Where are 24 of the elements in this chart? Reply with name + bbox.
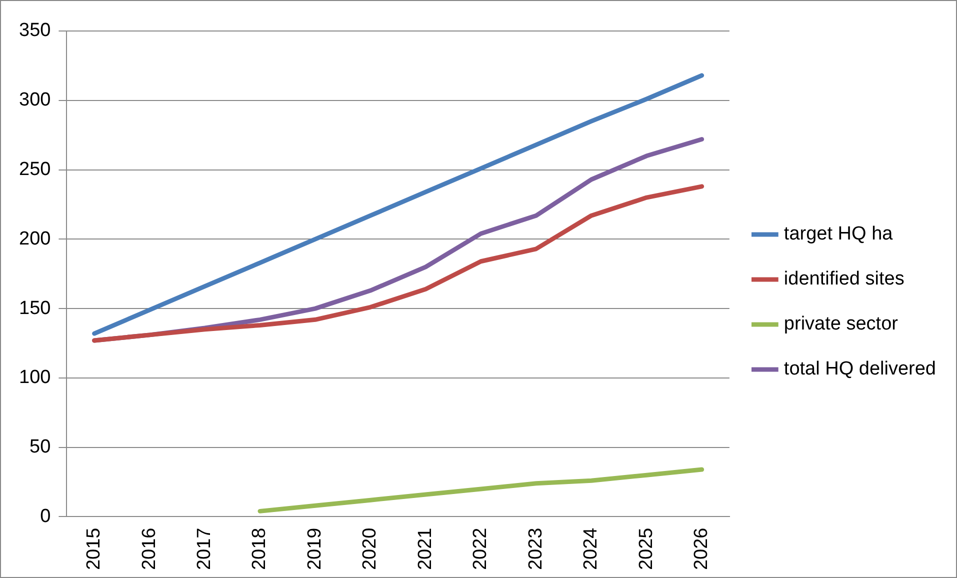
x-tick-label: 2025 [636, 528, 657, 570]
x-tick-label: 2019 [304, 528, 326, 570]
legend-label: private sector [784, 314, 899, 335]
legend-label: total HQ delivered [784, 358, 936, 380]
x-tick-label: 2018 [249, 528, 270, 570]
x-tick-label: 2020 [360, 528, 381, 570]
y-tick-label: 50 [30, 436, 51, 458]
legend-label: target HQ ha [784, 224, 894, 245]
x-tick-label: 2015 [84, 528, 105, 570]
y-tick-label: 0 [40, 506, 51, 527]
x-tick-label: 2021 [414, 528, 436, 570]
x-tick-label: 2026 [691, 528, 712, 570]
x-tick-label: 2023 [525, 528, 546, 570]
y-tick-label: 200 [19, 228, 51, 250]
x-tick-label: 2017 [194, 528, 216, 570]
x-tick-label: 2022 [470, 528, 492, 570]
y-tick-label: 100 [19, 367, 51, 388]
y-tick-label: 350 [19, 20, 51, 42]
x-tick-label: 2016 [138, 528, 160, 570]
legend-label: identified sites [784, 268, 904, 290]
y-tick-label: 300 [19, 90, 51, 111]
y-tick-label: 250 [19, 159, 51, 180]
y-tick-label: 150 [19, 298, 51, 319]
x-tick-label: 2024 [580, 527, 602, 570]
